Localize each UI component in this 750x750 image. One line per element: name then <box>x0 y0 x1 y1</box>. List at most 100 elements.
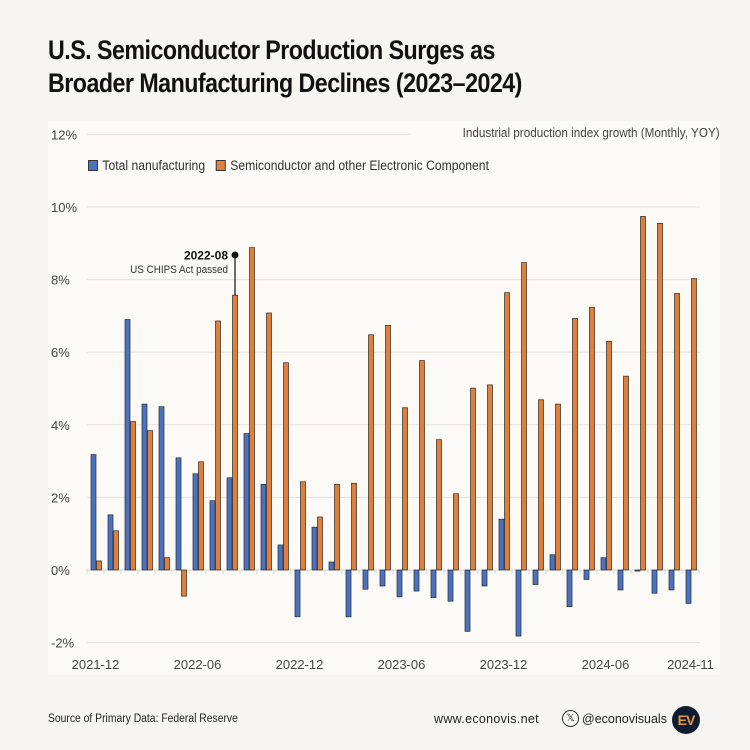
bar-semiconductor[interactable] <box>215 320 221 571</box>
bar-total-manufacturing[interactable] <box>498 518 505 571</box>
bar-total-manufacturing[interactable] <box>430 569 437 598</box>
y-tick-label: 10% <box>51 200 77 215</box>
bar-semiconductor[interactable] <box>351 482 357 571</box>
bar-semiconductor[interactable] <box>504 292 510 571</box>
bar-semiconductor[interactable] <box>436 439 442 571</box>
bar-total-manufacturing[interactable] <box>107 514 114 571</box>
y-tick-label: 6% <box>51 345 70 360</box>
bar-semiconductor[interactable] <box>249 247 255 571</box>
bar-semiconductor[interactable] <box>283 362 289 571</box>
bar-semiconductor[interactable] <box>232 294 238 571</box>
bar-semiconductor[interactable] <box>300 481 306 571</box>
bar-total-manufacturing[interactable] <box>158 406 165 571</box>
y-tick-label: 8% <box>51 273 70 288</box>
y-tick-label: -2% <box>51 636 75 651</box>
y-tick-label: 0% <box>51 563 70 578</box>
legend-item-semiconductor[interactable]: Semiconductor and other Electronic Compo… <box>215 158 489 173</box>
x-tick-label: 2024-11 <box>667 657 714 672</box>
bar-semiconductor[interactable] <box>113 530 119 571</box>
bar-total-manufacturing[interactable] <box>260 483 267 571</box>
bar-total-manufacturing[interactable] <box>566 569 573 608</box>
y-tick-label: 4% <box>51 418 70 433</box>
bar-semiconductor[interactable] <box>402 407 408 571</box>
bar-total-manufacturing[interactable] <box>532 569 539 585</box>
bar-total-manufacturing[interactable] <box>345 569 352 618</box>
bar-semiconductor[interactable] <box>368 334 374 571</box>
bar-total-manufacturing[interactable] <box>141 403 148 571</box>
website-link[interactable]: www.econovis.net <box>434 712 539 726</box>
bar-total-manufacturing[interactable] <box>226 477 233 571</box>
bar-total-manufacturing[interactable] <box>413 569 420 592</box>
bar-semiconductor[interactable] <box>147 430 153 571</box>
bar-semiconductor[interactable] <box>674 293 680 571</box>
bar-total-manufacturing[interactable] <box>124 319 131 571</box>
bar-total-manufacturing[interactable] <box>311 526 318 571</box>
bar-total-manufacturing[interactable] <box>396 569 403 598</box>
bar-semiconductor[interactable] <box>198 461 204 571</box>
bar-semiconductor[interactable] <box>538 399 544 571</box>
bar-total-manufacturing[interactable] <box>600 557 607 571</box>
x-handle: @econovisuals <box>582 711 667 726</box>
bar-total-manufacturing[interactable] <box>583 569 590 580</box>
bar-semiconductor[interactable] <box>164 557 170 571</box>
bar-semiconductor[interactable] <box>572 318 578 571</box>
x-logo-icon: 𝕏 <box>562 710 579 727</box>
bar-semiconductor[interactable] <box>487 384 493 571</box>
y-axis-tick-labels: -2% 0% 2% 4% 6% 8% 10% 12% <box>51 127 77 650</box>
x-tick-label: 2024-06 <box>582 657 630 672</box>
bar-semiconductor[interactable] <box>266 312 272 571</box>
x-tick-label: 2023-12 <box>480 657 528 672</box>
legend-item-total-manufacturing[interactable]: Total nanufacturing <box>88 158 205 173</box>
bar-total-manufacturing[interactable] <box>277 544 284 571</box>
bar-total-manufacturing[interactable] <box>549 554 556 571</box>
annotation-label: US CHIPS Act passed <box>130 265 228 277</box>
bar-semiconductor[interactable] <box>419 360 425 571</box>
x-handle-link[interactable]: 𝕏 @econovisuals <box>562 710 667 727</box>
data-source: Source of Primary Data: Federal Reserve <box>48 713 238 725</box>
bar-semiconductor[interactable] <box>130 421 136 571</box>
bar-semiconductor[interactable] <box>640 216 646 571</box>
bar-total-manufacturing[interactable] <box>362 569 369 590</box>
legend-swatch-blue <box>88 160 98 171</box>
bar-total-manufacturing[interactable] <box>90 454 97 571</box>
bar-semiconductor[interactable] <box>606 340 612 571</box>
bar-semiconductor[interactable] <box>623 375 629 571</box>
bar-semiconductor[interactable] <box>453 493 459 571</box>
bar-total-manufacturing[interactable] <box>634 569 641 572</box>
legend: Total nanufacturing Semiconductor and ot… <box>88 158 489 173</box>
x-tick-label: 2023-06 <box>378 657 426 672</box>
bar-total-manufacturing[interactable] <box>617 569 624 591</box>
x-tick-label: 2022-06 <box>174 657 222 672</box>
bar-total-manufacturing[interactable] <box>515 569 522 637</box>
x-tick-label: 2022-12 <box>276 657 324 672</box>
bar-semiconductor[interactable] <box>317 516 323 571</box>
bar-total-manufacturing[interactable] <box>209 500 216 571</box>
annotation-date: 2022-08 <box>184 249 228 263</box>
bar-semiconductor[interactable] <box>657 222 663 571</box>
bar-total-manufacturing[interactable] <box>668 569 675 591</box>
bar-total-manufacturing[interactable] <box>328 561 335 571</box>
bar-semiconductor[interactable] <box>521 262 527 571</box>
bar-total-manufacturing[interactable] <box>464 569 471 632</box>
annotation: 2022-08 US CHIPS Act passed <box>130 249 239 296</box>
bar-semiconductor[interactable] <box>555 403 561 571</box>
bar-total-manufacturing[interactable] <box>651 569 658 594</box>
bar-total-manufacturing[interactable] <box>379 569 386 587</box>
bar-total-manufacturing[interactable] <box>192 473 199 571</box>
bars <box>90 216 697 637</box>
bar-total-manufacturing[interactable] <box>481 569 488 587</box>
bar-semiconductor[interactable] <box>589 306 595 571</box>
bar-semiconductor[interactable] <box>334 483 340 571</box>
bar-semiconductor[interactable] <box>470 387 476 571</box>
bar-total-manufacturing[interactable] <box>243 433 250 571</box>
bar-total-manufacturing[interactable] <box>447 569 454 602</box>
bar-total-manufacturing[interactable] <box>294 569 301 618</box>
bar-total-manufacturing[interactable] <box>685 569 692 604</box>
econovis-logo: EV <box>672 706 700 734</box>
bar-total-manufacturing[interactable] <box>175 457 182 571</box>
bar-semiconductor[interactable] <box>385 324 391 571</box>
bar-semiconductor[interactable] <box>691 278 697 571</box>
legend-label: Total nanufacturing <box>102 158 206 173</box>
bar-semiconductor[interactable] <box>96 560 102 571</box>
bar-semiconductor[interactable] <box>181 569 187 597</box>
